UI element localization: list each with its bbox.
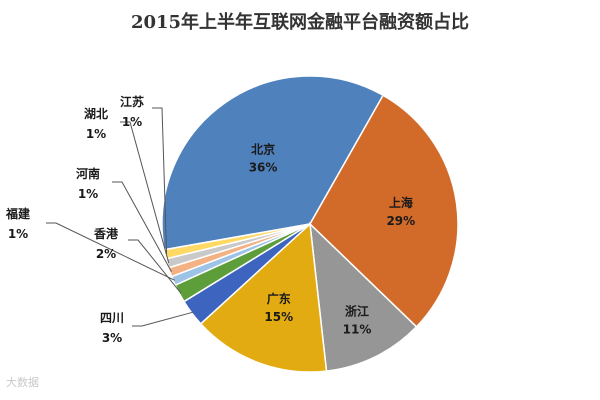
slice-value-0: 36% <box>249 160 278 174</box>
slice-value-4: 3% <box>102 331 122 345</box>
slice-value-6: 1% <box>8 227 28 241</box>
slice-name-9: 江苏 <box>120 94 144 109</box>
watermark: 大数据 <box>6 376 39 389</box>
slice-value-7: 1% <box>78 187 98 201</box>
leader-line-5 <box>128 239 182 294</box>
pie-slice-2 <box>309 222 418 372</box>
slice-name-2: 浙江 <box>345 304 369 319</box>
leader-lines-group <box>46 107 194 327</box>
slice-name-0: 北京 <box>251 141 275 156</box>
slice-name-6: 福建 <box>5 206 31 221</box>
leader-line-7 <box>112 181 172 272</box>
pie-slice-3 <box>199 222 328 373</box>
pie-slice-1 <box>309 94 459 328</box>
slice-value-1: 29% <box>386 214 415 228</box>
slice-name-3: 广东 <box>267 291 291 306</box>
leader-line-6 <box>46 222 175 281</box>
slice-name-5: 香港 <box>93 226 119 241</box>
slice-name-4: 四川 <box>100 311 124 325</box>
slice-name-8: 湖北 <box>84 106 108 121</box>
labels-group: 北京 36% 上海 29% 浙江 11% 广东 15% 四川 3% 香港 2% 福建 1% 河南 1% 湖北 1%… <box>5 94 415 345</box>
slice-value-2: 11% <box>343 323 372 337</box>
leader-line-8 <box>120 121 170 264</box>
slice-value-9: 1% <box>122 115 142 129</box>
leader-line-9 <box>152 107 168 254</box>
slices-group <box>161 75 459 373</box>
pie-slice-0 <box>161 75 385 251</box>
pie-slice-9 <box>163 223 311 260</box>
slice-value-5: 2% <box>96 247 116 261</box>
leader-line-4 <box>132 311 194 327</box>
slice-name-7: 河南 <box>75 166 100 181</box>
chart-title: 2015年上半年互联网金融平台融资额占比 <box>130 12 470 33</box>
slice-name-1: 上海 <box>389 195 413 210</box>
slice-value-8: 1% <box>86 127 106 141</box>
slice-value-3: 15% <box>264 310 293 324</box>
